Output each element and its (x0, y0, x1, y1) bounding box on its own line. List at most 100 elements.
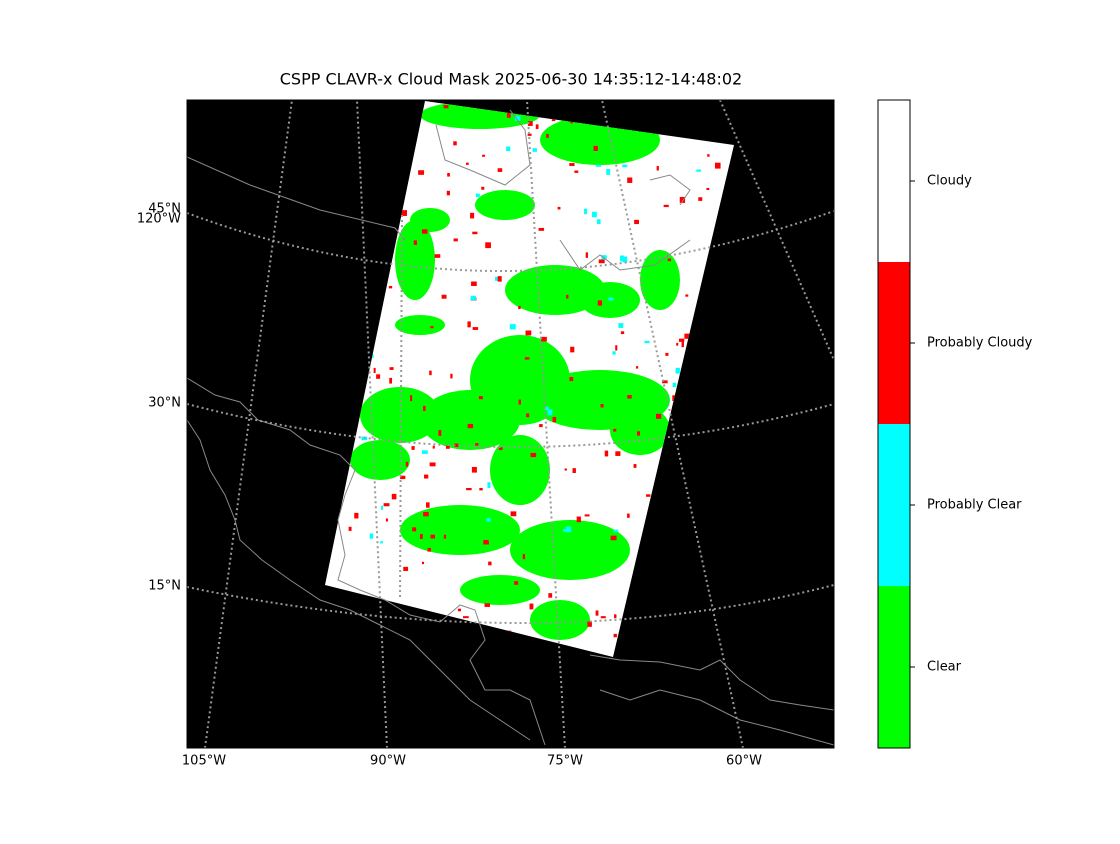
mask-speck (546, 133, 549, 138)
mask-speck (644, 340, 650, 344)
mask-speck (587, 621, 592, 627)
mask-speck (547, 409, 553, 416)
mask-speck (633, 464, 637, 468)
clear-patch (530, 600, 590, 640)
mask-speck (481, 186, 485, 190)
mask-speck (684, 333, 690, 339)
mask-speck (565, 526, 572, 533)
mask-speck (369, 533, 374, 539)
mask-speck (566, 294, 569, 299)
mask-speck (348, 526, 352, 531)
mask-speck (656, 166, 659, 171)
mask-speck (447, 172, 450, 177)
mask-speck (373, 367, 376, 373)
clear-patch (510, 520, 630, 580)
mask-speck (418, 170, 425, 175)
mask-speck (685, 294, 689, 297)
mask-speck (443, 105, 449, 109)
mask-speck (539, 424, 543, 428)
mask-speck (354, 512, 359, 519)
lon-label: 105°W (182, 754, 226, 769)
mask-speck (518, 399, 521, 405)
mask-speck (522, 554, 526, 560)
graticule (187, 100, 834, 748)
mask-speck (595, 164, 602, 167)
mask-speck (438, 430, 442, 436)
mask-speck (544, 406, 549, 411)
clear-patch (475, 190, 535, 220)
mask-speck (430, 326, 434, 329)
mask-speck (527, 133, 532, 136)
mask-speck (423, 405, 426, 411)
mask-speck (514, 115, 521, 121)
mask-speck (614, 614, 617, 619)
mask-speck (622, 164, 628, 168)
colorbar-segment (878, 100, 910, 262)
clear-patch (640, 250, 680, 310)
mask-speck (497, 276, 502, 282)
mask-speck (597, 219, 601, 225)
mask-speck (478, 396, 483, 400)
colorbar-segment (878, 262, 910, 424)
clear-patch (395, 315, 445, 335)
mask-speck (636, 431, 641, 436)
mask-speck (707, 154, 710, 157)
mask-speck (646, 494, 651, 497)
map (187, 100, 834, 748)
mask-speck (441, 294, 447, 299)
mask-speck (380, 505, 384, 510)
mask-speck (484, 603, 490, 607)
legend-label: Probably Cloudy (927, 336, 1033, 351)
mask-speck (584, 208, 588, 215)
mask-speck (411, 446, 415, 450)
mask-speck (426, 502, 430, 508)
lat-label: 15°N (148, 579, 181, 594)
legend-label: Clear (927, 660, 962, 675)
mask-speck (524, 357, 530, 360)
mask-speck (475, 443, 479, 446)
mask-speck (450, 373, 453, 379)
mask-speck (470, 295, 476, 301)
mask-speck (453, 141, 457, 146)
mask-speck (380, 541, 384, 544)
colorbar-frame (877, 99, 911, 749)
mask-speck (627, 513, 630, 518)
mask-speck (421, 450, 428, 454)
clear-patch (400, 505, 520, 555)
mask-speck (413, 240, 417, 245)
mask-speck (615, 451, 621, 456)
mask-speck (572, 468, 576, 473)
colorbar-segment (878, 424, 910, 586)
mask-speck (389, 377, 393, 384)
mask-speck (601, 255, 607, 260)
mask-speck (608, 297, 614, 301)
mask-speck (427, 547, 431, 552)
mask-speck (388, 286, 393, 289)
mask-speck (529, 603, 534, 610)
mask-speck (552, 416, 557, 423)
mask-speck (600, 616, 606, 619)
mask-speck (612, 351, 616, 355)
mask-speck (672, 395, 676, 401)
mask-speck (400, 475, 406, 480)
mask-speck (535, 124, 539, 129)
mask-speck (681, 341, 684, 348)
lon-label: 60°W (726, 754, 762, 769)
mask-speck (591, 211, 597, 218)
title: CSPP CLAVR-x Cloud Mask 2025-06-30 14:35… (280, 70, 742, 89)
mask-speck (627, 177, 633, 183)
mask-speck (610, 535, 617, 541)
mask-speck (634, 219, 639, 225)
lon-label: 90°W (370, 754, 406, 769)
legend-label: Cloudy (927, 174, 972, 189)
mask-speck (385, 518, 388, 522)
mask-speck (432, 445, 435, 449)
mask-speck (376, 374, 381, 379)
mask-speck (569, 163, 575, 167)
mask-speck (423, 511, 429, 517)
mask-speck (465, 162, 469, 165)
mask-speck (570, 346, 575, 353)
mask-speck (551, 118, 556, 122)
mask-speck (412, 527, 417, 532)
